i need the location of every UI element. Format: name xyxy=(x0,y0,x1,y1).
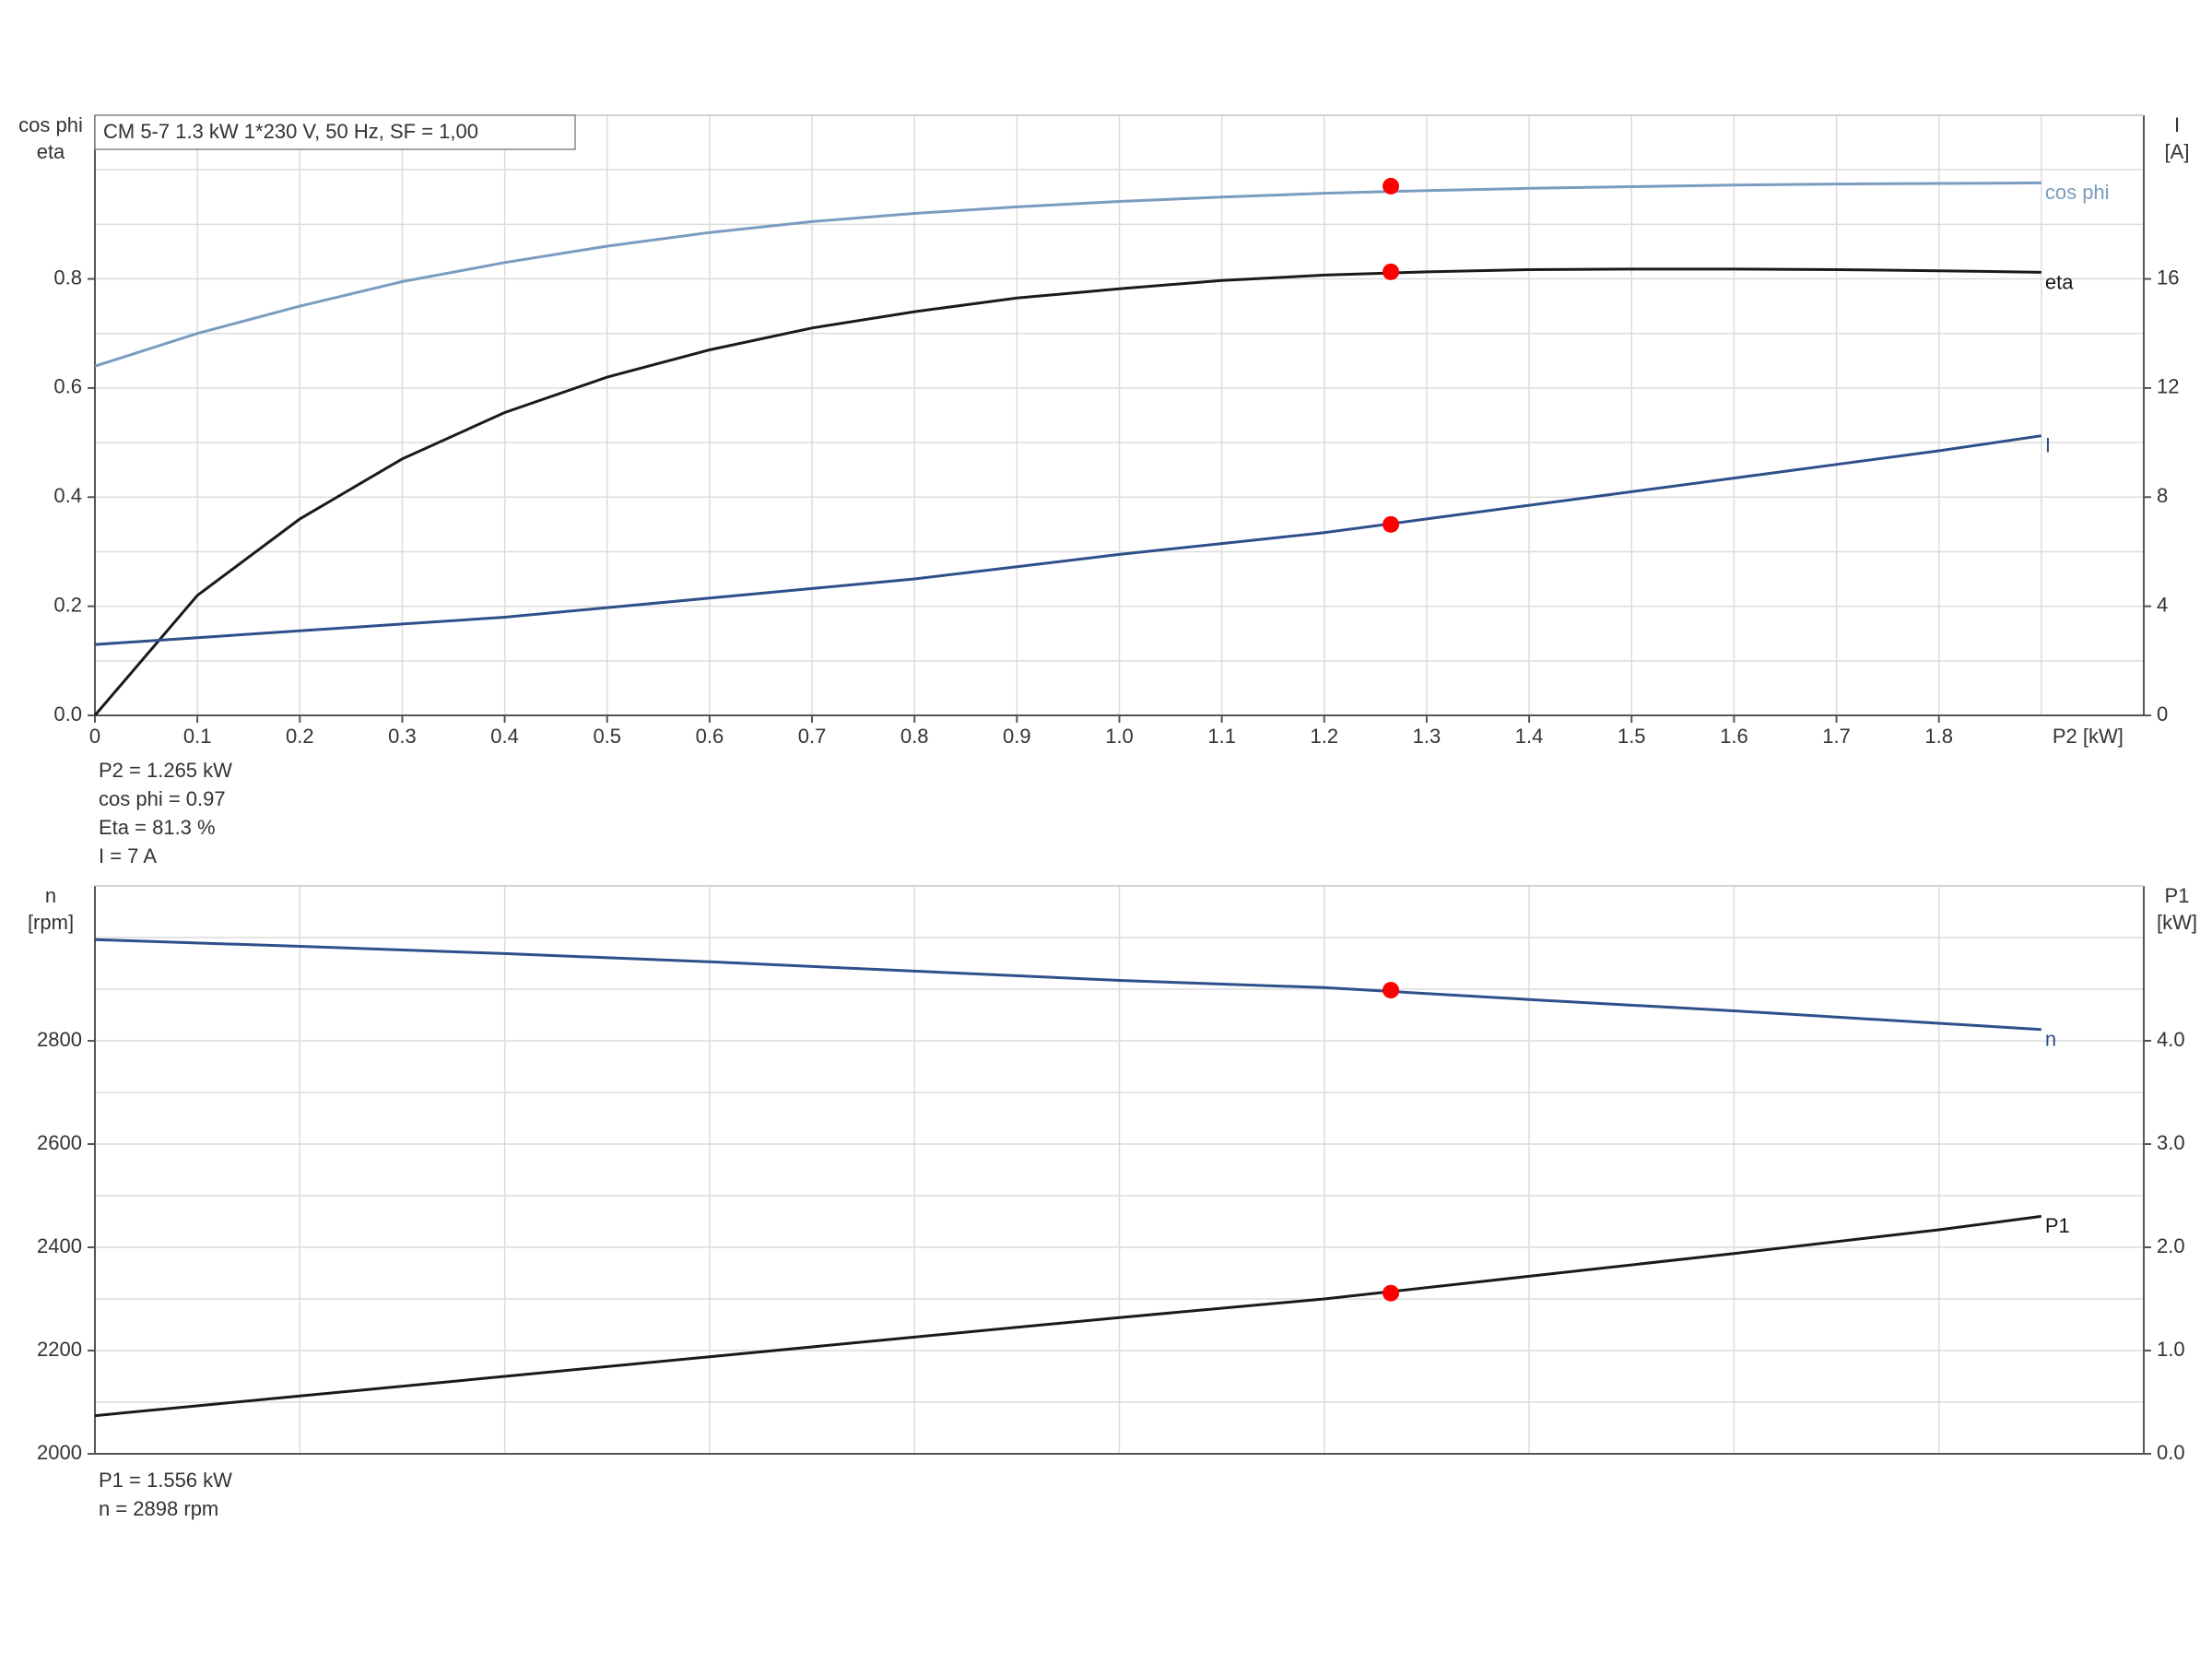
y-tick-label: 0.2 xyxy=(53,593,82,616)
series-label: I xyxy=(2045,434,2051,457)
info-text: n = 2898 rpm xyxy=(99,1497,218,1520)
info-text: Eta = 81.3 % xyxy=(99,816,216,839)
y-tick-label: 2000 xyxy=(37,1441,82,1464)
y-axis-label: [rpm] xyxy=(28,911,74,934)
x-tick-label: 1.6 xyxy=(1720,725,1748,748)
x-tick-label: 1.4 xyxy=(1515,725,1544,748)
x-tick-label: 0.1 xyxy=(183,725,212,748)
series-line xyxy=(94,938,2041,1032)
info-text: I = 7 A xyxy=(99,844,157,867)
x-tick-label: 1.2 xyxy=(1311,725,1339,748)
x-tick-label: 0.4 xyxy=(490,725,519,748)
series-label: P1 xyxy=(2045,1214,2070,1237)
y2-axis-label: I xyxy=(2174,113,2180,136)
series-line xyxy=(94,434,2042,646)
y2-tick-label: 0.0 xyxy=(2157,1441,2185,1464)
series-line xyxy=(94,1214,2041,1418)
x-tick-label: 0.3 xyxy=(388,725,417,748)
x-tick-label: 0.6 xyxy=(696,725,724,748)
y-tick-label: 0.8 xyxy=(53,266,82,289)
x-tick-label: 1.8 xyxy=(1924,725,1953,748)
operating-point xyxy=(1382,263,1400,280)
y-axis-label: n xyxy=(45,884,56,907)
x-tick-label: 1.7 xyxy=(1822,725,1851,748)
y2-tick-label: 3.0 xyxy=(2157,1131,2185,1154)
x-tick-label: 0 xyxy=(89,725,100,748)
y2-tick-label: 4.0 xyxy=(2157,1028,2185,1051)
series-line xyxy=(94,181,2041,368)
y2-axis-label: [kW] xyxy=(2157,911,2197,934)
series-label: cos phi xyxy=(2045,181,2110,204)
header-text: CM 5-7 1.3 kW 1*230 V, 50 Hz, SF = 1,00 xyxy=(103,120,478,143)
y-tick-label: 0.4 xyxy=(53,484,82,507)
x-tick-label: 1.5 xyxy=(1618,725,1646,748)
x-tick-label: 0.7 xyxy=(798,725,827,748)
x-tick-label: 1.0 xyxy=(1105,725,1134,748)
x-tick-label: 1.1 xyxy=(1207,725,1236,748)
y2-tick-label: 2.0 xyxy=(2157,1234,2185,1257)
info-text: cos phi = 0.97 xyxy=(99,787,226,810)
x-axis-label: P2 [kW] xyxy=(2053,725,2124,748)
y-tick-label: 2600 xyxy=(37,1131,82,1154)
series-label: n xyxy=(2045,1027,2056,1050)
y2-tick-label: 0 xyxy=(2157,702,2168,726)
series-line xyxy=(93,267,2041,716)
x-tick-label: 1.3 xyxy=(1413,725,1441,748)
y-tick-label: 2800 xyxy=(37,1028,82,1051)
y2-axis-label: [A] xyxy=(2165,140,2190,163)
y-tick-label: 0.0 xyxy=(53,702,82,726)
x-tick-label: 0.9 xyxy=(1003,725,1031,748)
x-tick-label: 0.2 xyxy=(286,725,314,748)
info-text: P1 = 1.556 kW xyxy=(99,1469,232,1492)
header-box xyxy=(94,114,576,150)
series-label: eta xyxy=(2045,270,2074,293)
y-tick-label: 2200 xyxy=(37,1338,82,1361)
info-text: P2 = 1.265 kW xyxy=(99,759,232,782)
y2-tick-label: 16 xyxy=(2157,266,2179,289)
operating-point xyxy=(1382,982,1400,999)
y-tick-label: 0.6 xyxy=(53,375,82,398)
operating-point xyxy=(1382,177,1400,195)
operating-point xyxy=(1382,515,1400,533)
y2-tick-label: 12 xyxy=(2157,375,2179,398)
y2-tick-label: 1.0 xyxy=(2157,1338,2185,1361)
x-tick-label: 0.8 xyxy=(900,725,929,748)
y2-axis-label: P1 xyxy=(2165,884,2190,907)
operating-point xyxy=(1382,1284,1400,1302)
y2-tick-label: 8 xyxy=(2157,484,2168,507)
y2-tick-label: 4 xyxy=(2157,593,2168,616)
y-axis-label: eta xyxy=(37,140,65,163)
y-axis-label: cos phi xyxy=(18,113,83,136)
y-tick-label: 2400 xyxy=(37,1234,82,1257)
x-tick-label: 0.5 xyxy=(593,725,621,748)
